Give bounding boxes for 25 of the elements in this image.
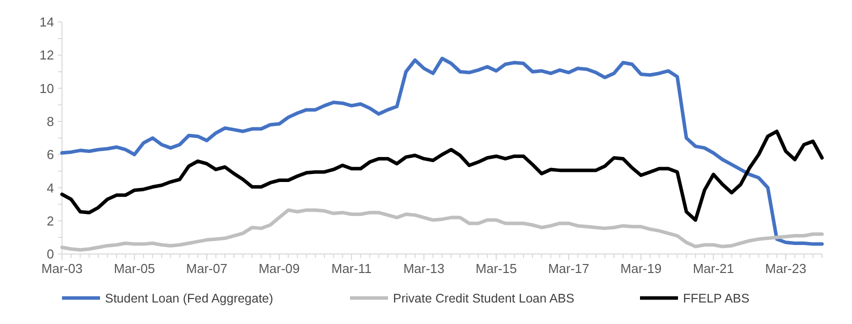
x-tick-label: Mar-17 [548,261,590,276]
x-tick-label: Mar-21 [692,261,734,276]
line-series [60,208,824,252]
y-tick-label: 14 [40,14,54,30]
x-tick-label: Mar-05 [114,261,156,276]
line-series [60,56,824,246]
x-tick-label: Mar-13 [403,261,445,276]
x-tick-label: Mar-15 [476,261,517,276]
y-tick-label: 0 [46,246,54,262]
y-tick-label: 12 [40,48,54,63]
x-tick-label: Mar-03 [41,261,83,276]
y-tick-label: 6 [46,147,54,162]
x-tick-label: Mar-09 [258,261,300,276]
y-tick-label: 4 [46,180,54,196]
y-tick-label: 8 [46,114,54,129]
y-tick-label: 10 [40,80,54,96]
x-tick-label: Mar-23 [765,261,806,276]
y-tick-label: 2 [46,213,54,228]
legend-label: FFELP ABS [683,291,750,306]
x-tick-label: Mar-19 [620,261,662,276]
x-tick-label: Mar-07 [186,261,228,276]
x-tick-label: Mar-11 [331,261,372,276]
line-series [60,130,824,222]
legend-label: Private Credit Student Loan ABS [393,291,574,306]
legend-label: Student Loan (Fed Aggregate) [105,291,274,306]
